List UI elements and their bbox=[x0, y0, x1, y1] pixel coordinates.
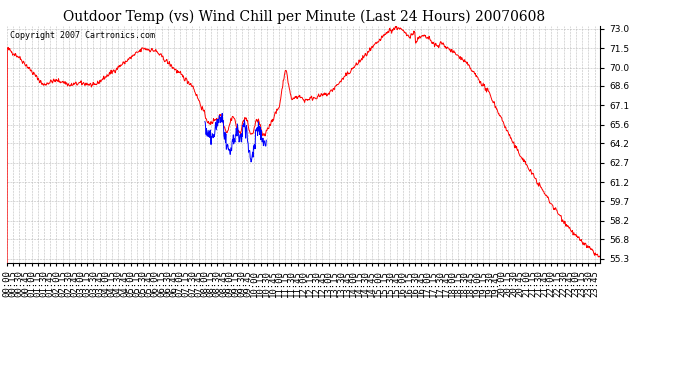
Title: Outdoor Temp (vs) Wind Chill per Minute (Last 24 Hours) 20070608: Outdoor Temp (vs) Wind Chill per Minute … bbox=[63, 9, 544, 24]
Text: Copyright 2007 Cartronics.com: Copyright 2007 Cartronics.com bbox=[10, 31, 155, 40]
